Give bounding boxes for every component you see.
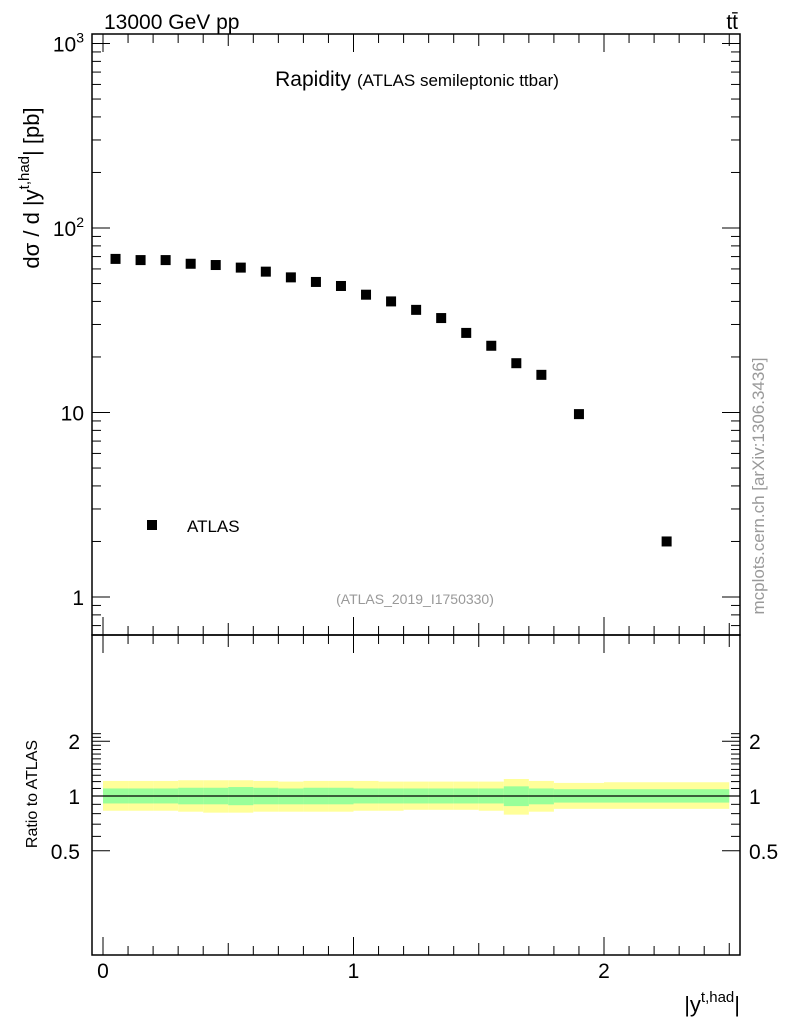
ratio-tick-label-left: 1 — [68, 786, 80, 809]
x-tick-label: 2 — [598, 960, 610, 983]
ratio-panel: 2 2 1 1 0.5 0.5 Ratio to ATLAS 0 1 2 |yt,had| — [24, 634, 778, 1017]
chart-subtitle: (ATLAS semileptonic ttbar) — [357, 71, 559, 90]
ratio-y-axis-label: Ratio to ATLAS — [24, 740, 41, 848]
y-axis-label: dσ / d |yt,had| [pb] — [16, 107, 44, 268]
ratio-tick-label-right: 1 — [749, 786, 761, 809]
x-axis-label-end: | — [734, 992, 740, 1017]
ratio-tick-label-left: 0.5 — [51, 841, 80, 864]
data-point — [160, 255, 171, 266]
legend-label: ATLAS — [187, 517, 240, 536]
process-label: tt̄ — [726, 11, 738, 34]
y-tick-label: 10 — [61, 403, 84, 426]
data-point — [135, 255, 146, 266]
data-point — [210, 260, 221, 271]
data-point — [461, 327, 472, 338]
legend-marker — [147, 520, 157, 530]
x-axis-label-main: |y — [684, 992, 701, 1017]
main-frame — [91, 33, 741, 636]
ratio-tick-label-right: 2 — [749, 731, 761, 754]
energy-label: 13000 GeV pp — [104, 11, 239, 34]
ratio-tick-label-left: 2 — [68, 731, 80, 754]
x-tick-label: 1 — [348, 960, 360, 983]
y-tick-label: 103 — [53, 30, 84, 57]
data-point — [235, 262, 246, 273]
main-ticks — [92, 34, 740, 635]
y-axis-label-main: dσ / d |y — [19, 189, 44, 268]
data-point — [661, 536, 672, 547]
data-point — [185, 258, 196, 269]
side-label: mcplots.cern.ch [arXiv:1306.3436] — [749, 357, 768, 614]
x-axis-label: |yt,had| — [684, 989, 740, 1017]
x-tick-label: 0 — [97, 960, 109, 983]
data-point — [386, 296, 397, 307]
chart-title-line: Rapidity (ATLAS semileptonic ttbar) — [275, 68, 559, 91]
ratio-bands — [103, 778, 730, 815]
analysis-id: (ATLAS_2019_I1750330) — [336, 591, 494, 607]
data-points — [110, 253, 672, 547]
data-point — [285, 272, 296, 283]
data-point — [110, 253, 121, 264]
data-point — [260, 266, 271, 277]
data-point — [536, 369, 547, 380]
y-tick-label: 1 — [72, 587, 84, 610]
data-point — [335, 280, 346, 291]
data-point — [436, 313, 447, 324]
y-tick-label: 102 — [53, 214, 84, 241]
ratio-tick-label-right: 0.5 — [749, 841, 778, 864]
y-axis-label-end: | [pb] — [19, 107, 44, 156]
data-point — [361, 289, 372, 300]
data-point — [310, 276, 321, 287]
ratio-frame — [91, 634, 741, 956]
data-point — [511, 358, 522, 369]
chart-title: Rapidity — [275, 68, 351, 91]
x-tick-labels: 0 1 2 — [97, 960, 610, 983]
data-point — [573, 409, 584, 420]
y-axis-label-sup: t,had — [16, 156, 33, 189]
ratio-tick-labels: 2 2 1 1 0.5 0.5 — [51, 731, 778, 864]
x-axis-label-sup: t,had — [701, 989, 734, 1006]
data-point — [411, 304, 422, 315]
ratio-ticks — [92, 635, 740, 955]
data-point — [486, 340, 497, 351]
